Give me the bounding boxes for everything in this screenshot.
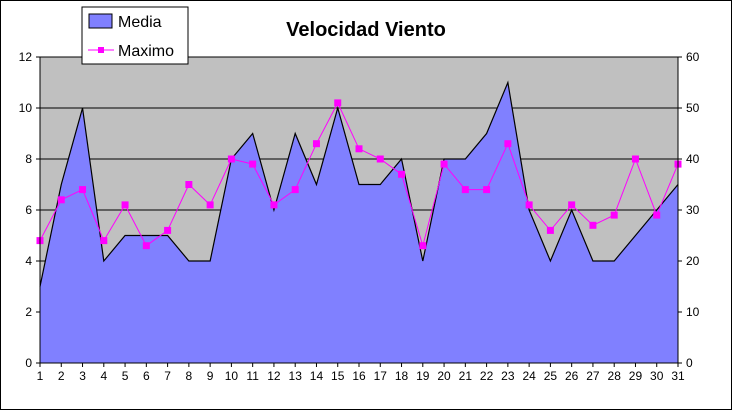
maximo-point bbox=[461, 186, 469, 194]
x-tick-label: 28 bbox=[608, 369, 622, 383]
left-tick-label: 4 bbox=[25, 254, 32, 268]
right-tick-label: 60 bbox=[686, 50, 700, 64]
x-tick-label: 5 bbox=[122, 369, 129, 383]
maximo-point bbox=[164, 226, 172, 234]
legend-label-media: Media bbox=[118, 14, 162, 31]
maximo-point bbox=[546, 226, 554, 234]
x-tick-label: 21 bbox=[459, 369, 473, 383]
left-tick-label: 6 bbox=[25, 203, 32, 217]
maximo-point bbox=[270, 201, 278, 209]
x-tick-label: 26 bbox=[565, 369, 579, 383]
x-tick-label: 2 bbox=[58, 369, 65, 383]
maximo-point bbox=[185, 181, 193, 188]
x-tick-label: 31 bbox=[671, 369, 685, 383]
x-tick-label: 17 bbox=[374, 369, 388, 383]
x-tick-label: 13 bbox=[289, 369, 303, 383]
maximo-point bbox=[653, 211, 661, 219]
maximo-point bbox=[525, 201, 533, 209]
x-tick-label: 10 bbox=[225, 369, 239, 383]
maximo-point bbox=[206, 201, 214, 209]
legend: Media Maximo bbox=[81, 6, 189, 65]
maximo-point bbox=[568, 201, 576, 209]
x-tick-label: 19 bbox=[416, 369, 430, 383]
maximo-point bbox=[483, 186, 491, 194]
maximo-point bbox=[291, 186, 299, 194]
x-tick-label: 25 bbox=[544, 369, 558, 383]
x-tick-label: 27 bbox=[586, 369, 600, 383]
left-tick-label: 12 bbox=[19, 50, 33, 64]
maximo-point bbox=[419, 242, 427, 250]
maximo-point bbox=[312, 140, 320, 148]
left-tick-label: 0 bbox=[25, 356, 32, 370]
left-tick-label: 8 bbox=[25, 152, 32, 166]
right-tick-label: 10 bbox=[686, 305, 700, 319]
x-tick-label: 3 bbox=[79, 369, 86, 383]
x-tick-label: 30 bbox=[650, 369, 664, 383]
maximo-point bbox=[440, 160, 448, 168]
x-tick-label: 24 bbox=[522, 369, 536, 383]
maximo-point bbox=[100, 237, 108, 245]
x-tick-label: 14 bbox=[310, 369, 324, 383]
maximo-point bbox=[57, 196, 65, 204]
x-tick-label: 11 bbox=[246, 369, 259, 383]
right-axis-ticks: 0 10 20 30 40 50 60 bbox=[678, 50, 700, 370]
maximo-point bbox=[504, 140, 512, 148]
maximo-point bbox=[376, 155, 384, 163]
left-axis-ticks: 0 2 4 6 8 10 12 bbox=[19, 50, 40, 370]
maximo-point bbox=[79, 186, 87, 194]
left-tick-label: 10 bbox=[19, 101, 33, 115]
chart-title: Velocidad Viento bbox=[286, 19, 446, 41]
x-tick-label: 4 bbox=[100, 369, 107, 383]
maximo-point bbox=[589, 221, 597, 229]
maximo-point bbox=[249, 160, 257, 168]
right-tick-label: 30 bbox=[686, 203, 700, 217]
x-tick-label: 22 bbox=[480, 369, 494, 383]
x-tick-label: 12 bbox=[267, 369, 281, 383]
right-tick-label: 0 bbox=[686, 356, 693, 370]
x-tick-label: 16 bbox=[352, 369, 366, 383]
maximo-point bbox=[355, 145, 363, 153]
legend-marker-maximo bbox=[98, 47, 104, 53]
x-tick-label: 23 bbox=[501, 369, 515, 383]
x-tick-label: 1 bbox=[37, 369, 44, 383]
left-tick-label: 2 bbox=[25, 305, 32, 319]
maximo-point bbox=[334, 99, 342, 107]
x-tick-label: 18 bbox=[395, 369, 409, 383]
x-tick-label: 8 bbox=[186, 369, 193, 383]
media-area-outline bbox=[39, 80, 679, 287]
media-area-layer bbox=[39, 80, 679, 363]
maximo-point bbox=[398, 170, 406, 178]
media-area bbox=[40, 82, 678, 363]
x-axis-ticks: 1 2 3 4 5 6 7 8 9 10 11 12 13 14 15 16 17 18 19 20 21 22 23 24 2… bbox=[37, 363, 685, 383]
maximo-point bbox=[227, 155, 235, 163]
legend-label-maximo: Maximo bbox=[118, 43, 174, 60]
maximo-line-layer bbox=[36, 99, 682, 250]
maximo-point bbox=[610, 211, 618, 219]
right-tick-label: 40 bbox=[686, 152, 700, 166]
maximo-point bbox=[121, 201, 129, 209]
maximo-point bbox=[142, 242, 150, 250]
right-tick-label: 50 bbox=[686, 101, 700, 115]
maximo-point bbox=[631, 155, 639, 163]
legend-swatch-media bbox=[88, 13, 113, 29]
x-tick-label: 29 bbox=[629, 369, 643, 383]
x-tick-label: 6 bbox=[143, 369, 150, 383]
x-tick-label: 7 bbox=[164, 369, 171, 383]
x-tick-label: 9 bbox=[207, 369, 214, 383]
x-tick-label: 15 bbox=[331, 369, 345, 383]
right-tick-label: 20 bbox=[686, 254, 700, 268]
x-tick-label: 20 bbox=[437, 369, 451, 383]
